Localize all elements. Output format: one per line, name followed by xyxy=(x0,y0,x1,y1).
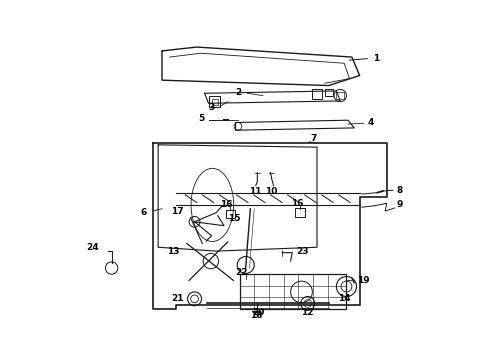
Text: 23: 23 xyxy=(296,247,309,256)
Text: 17: 17 xyxy=(171,207,184,216)
Text: 12: 12 xyxy=(301,308,314,317)
Text: 7: 7 xyxy=(310,134,317,143)
Text: 13: 13 xyxy=(167,247,179,256)
Bar xyxy=(312,89,321,99)
Text: 19: 19 xyxy=(357,276,370,285)
Bar xyxy=(225,210,235,218)
Text: 6: 6 xyxy=(140,208,147,217)
Text: 11: 11 xyxy=(249,186,262,195)
Text: 10: 10 xyxy=(265,186,277,195)
Bar xyxy=(209,96,220,107)
Text: 16: 16 xyxy=(220,201,233,210)
Bar xyxy=(212,99,218,105)
Bar xyxy=(325,89,333,96)
Text: 20: 20 xyxy=(253,308,265,317)
Text: 1: 1 xyxy=(373,54,379,63)
Text: 21: 21 xyxy=(171,294,184,303)
Text: 18: 18 xyxy=(250,311,263,320)
Text: 15: 15 xyxy=(228,214,240,223)
Text: 2: 2 xyxy=(236,88,242,97)
Text: 22: 22 xyxy=(235,268,247,277)
Bar xyxy=(240,274,346,309)
Text: 8: 8 xyxy=(397,186,403,195)
Text: 24: 24 xyxy=(86,243,98,252)
Bar xyxy=(336,92,344,99)
Text: 4: 4 xyxy=(368,118,374,127)
Text: 14: 14 xyxy=(338,294,350,303)
Text: 16: 16 xyxy=(292,199,304,208)
Text: 5: 5 xyxy=(198,114,205,123)
Bar xyxy=(295,208,305,217)
Text: 9: 9 xyxy=(397,201,403,210)
Text: 3: 3 xyxy=(208,103,215,112)
